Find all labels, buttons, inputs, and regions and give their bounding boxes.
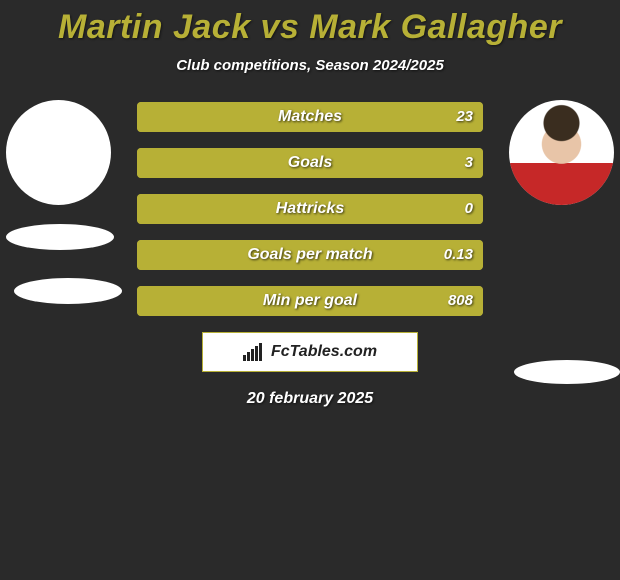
site-logo-text: FcTables.com <box>271 343 377 361</box>
stat-value-right: 3 <box>465 148 473 178</box>
comparison-title: Martin Jack vs Mark Gallagher <box>0 0 620 47</box>
decorative-ellipse <box>514 360 620 384</box>
stat-value-right: 0 <box>465 194 473 224</box>
stat-row: Goals3 <box>137 148 483 178</box>
player-right-avatar <box>509 100 614 205</box>
stat-value-right: 0.13 <box>444 240 473 270</box>
decorative-ellipse <box>14 278 122 304</box>
bar-chart-icon <box>243 343 265 361</box>
stat-label: Hattricks <box>137 194 483 224</box>
player-right-photo <box>509 100 614 205</box>
stat-label: Min per goal <box>137 286 483 316</box>
stat-bars: Matches23 Goals3 Hattricks0 Goals per match… <box>137 102 483 316</box>
comparison-content: Matches23 Goals3 Hattricks0 Goals per match… <box>0 102 620 408</box>
player-left-avatar <box>6 100 111 205</box>
stat-label: Goals per match <box>137 240 483 270</box>
comparison-date: 20 february 2025 <box>0 390 620 408</box>
stat-label: Matches <box>137 102 483 132</box>
stat-row: Min per goal808 <box>137 286 483 316</box>
stat-label: Goals <box>137 148 483 178</box>
stat-row: Hattricks0 <box>137 194 483 224</box>
stat-row: Goals per match0.13 <box>137 240 483 270</box>
comparison-subtitle: Club competitions, Season 2024/2025 <box>0 57 620 74</box>
site-logo: FcTables.com <box>202 332 418 372</box>
decorative-ellipse <box>6 224 114 250</box>
stat-value-right: 808 <box>448 286 473 316</box>
stat-row: Matches23 <box>137 102 483 132</box>
stat-value-right: 23 <box>456 102 473 132</box>
